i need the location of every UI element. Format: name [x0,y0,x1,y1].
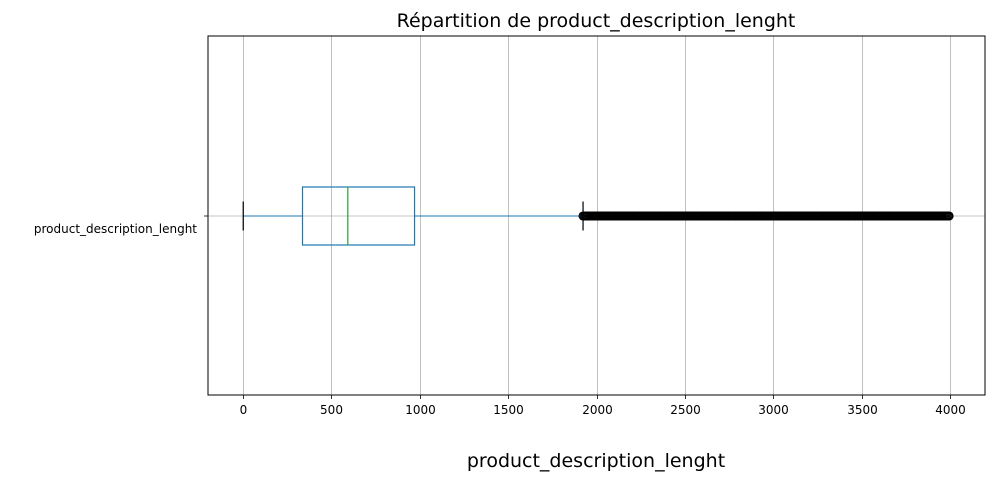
x-tick-label: 500 [320,403,343,417]
x-tick-label: 3000 [758,403,789,417]
iqr-box [301,186,416,246]
outlier-point [944,211,954,221]
outlier-layer [578,211,954,221]
x-tick-label: 3500 [847,403,878,417]
chart-title: Répartition de product_description_lengh… [397,10,796,32]
x-tick-label: 1500 [493,403,524,417]
x-axis-label: product_description_lenght [467,450,725,472]
x-tick-label: 2500 [670,403,701,417]
plot-frame [207,35,986,396]
x-tick-label: 1000 [405,403,436,417]
category-label: product_description_lenght [34,222,197,236]
x-tick-label: 0 [240,403,248,417]
x-tick-label: 4000 [935,403,966,417]
x-tick-label: 2000 [582,403,613,417]
tick-layer: 0 500 1000 1500 2000 2500 3000 3500 4000 [204,215,966,417]
